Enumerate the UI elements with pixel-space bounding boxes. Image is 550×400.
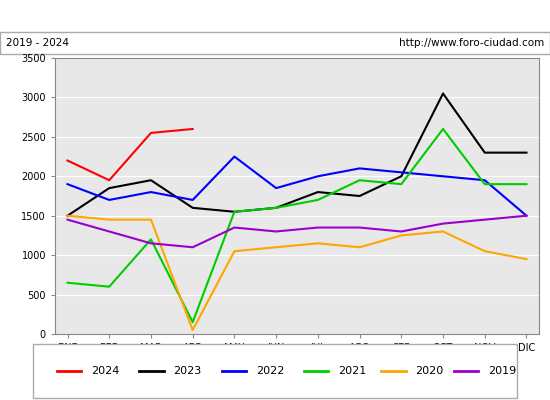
Text: http://www.foro-ciudad.com: http://www.foro-ciudad.com: [399, 38, 544, 48]
Text: 2020: 2020: [415, 366, 444, 376]
Text: 2019: 2019: [488, 366, 516, 376]
Text: 2021: 2021: [338, 366, 366, 376]
Text: 2024: 2024: [91, 366, 119, 376]
Text: 2023: 2023: [173, 366, 202, 376]
Text: 2019 - 2024: 2019 - 2024: [6, 38, 69, 48]
Text: 2022: 2022: [256, 366, 284, 376]
Text: Evolucion Nº Turistas Nacionales en el municipio de Massanassa: Evolucion Nº Turistas Nacionales en el m…: [50, 10, 501, 22]
